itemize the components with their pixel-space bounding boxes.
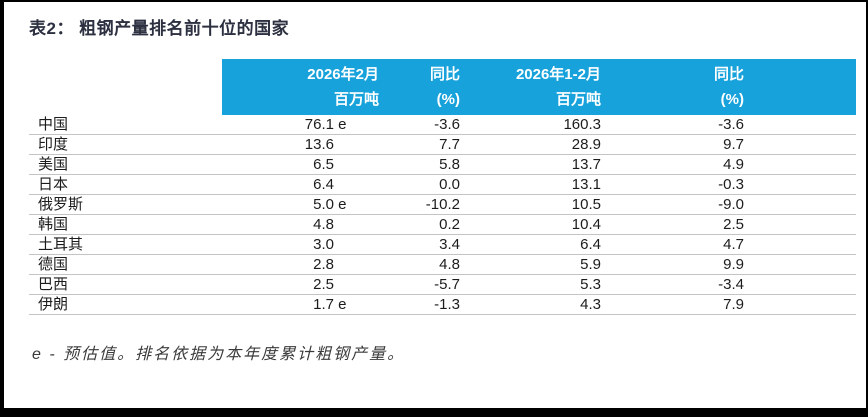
value-cell: 13.6 xyxy=(222,134,402,155)
footnote: e - 预估值。排名依据为本年度累计粗钢产量。 xyxy=(32,346,406,363)
header-country-spacer xyxy=(29,59,222,115)
value: 6.4 xyxy=(313,176,334,193)
table-row: 德国 2.8 4.8 5.9 9.9 xyxy=(29,254,856,275)
header-line2: 百万吨 xyxy=(333,91,379,108)
country-name-cell: 美国 xyxy=(29,154,222,175)
value-cell: 6.5 xyxy=(222,154,402,175)
country-name-cell: 韩国 xyxy=(29,214,222,235)
country-name-cell: 中国 xyxy=(29,115,222,135)
value-cell: 7.7 xyxy=(402,134,512,155)
value: 2.8 xyxy=(313,256,334,273)
header-line2: (%) xyxy=(720,91,744,108)
country-name-cell: 伊朗 xyxy=(29,294,222,315)
table-row: 印度 13.6 7.7 28.9 9.7 xyxy=(29,134,856,155)
header-line2: 百万吨 xyxy=(555,91,601,108)
value-cell: 4.9 xyxy=(672,154,856,175)
header-line2: (%) xyxy=(436,91,460,108)
country-name-cell: 日本 xyxy=(29,174,222,195)
header-line1: 同比 xyxy=(713,66,744,83)
value-cell: -3.6 xyxy=(672,115,856,135)
value-cell: 1.7 e xyxy=(222,294,402,315)
value-cell: -10.2 xyxy=(402,194,512,215)
value-cell: 2.8 xyxy=(222,254,402,275)
value-cell: 6.4 xyxy=(512,234,672,255)
value-cell: 2.5 xyxy=(222,274,402,295)
table-row: 韩国 4.8 0.2 10.4 2.5 xyxy=(29,214,856,235)
header-janfeb-mt: 2026年1-2月 百万吨 xyxy=(512,59,672,115)
country-name-cell: 巴西 xyxy=(29,274,222,295)
country-name-cell: 土耳其 xyxy=(29,234,222,255)
value-cell: -1.3 xyxy=(402,294,512,315)
value: 76.1 xyxy=(304,116,334,133)
value-cell: 3.0 xyxy=(222,234,402,255)
value-cell: 76.1 e xyxy=(222,115,402,135)
table-row: 巴西 2.5 -5.7 5.3 -3.4 xyxy=(29,274,856,295)
table-row: 美国 6.5 5.8 13.7 4.9 xyxy=(29,154,856,175)
value: 1.7 xyxy=(313,296,334,313)
table-row: 伊朗 1.7 e -1.3 4.3 7.9 xyxy=(29,294,856,315)
country-name-cell: 德国 xyxy=(29,254,222,275)
value-cell: -3.6 xyxy=(402,115,512,135)
value-cell: -0.3 xyxy=(672,174,856,195)
value-cell: 4.8 xyxy=(222,214,402,235)
header-yoy-feb: 同比 (%) xyxy=(402,59,512,115)
table-row: 中国 76.1 e -3.6 160.3 -3.6 xyxy=(29,115,856,135)
value-cell: 5.3 xyxy=(512,274,672,295)
value-cell: 4.8 xyxy=(402,254,512,275)
table-body: 中国 76.1 e -3.6 160.3 -3.6 印度 13.6 7.7 28… xyxy=(29,115,856,315)
value: 2.5 xyxy=(313,276,334,293)
table-row: 俄罗斯 5.0 e -10.2 10.5 -9.0 xyxy=(29,194,856,215)
value-cell: 7.9 xyxy=(672,294,856,315)
header-line1: 2026年2月 xyxy=(307,66,379,83)
table-row: 日本 6.4 0.0 13.1 -0.3 xyxy=(29,174,856,195)
value-cell: 6.4 xyxy=(222,174,402,195)
value-cell: 5.0 e xyxy=(222,194,402,215)
value-cell: 28.9 xyxy=(512,134,672,155)
value-cell: 13.7 xyxy=(512,154,672,175)
value-cell: 5.8 xyxy=(402,154,512,175)
value-cell: 4.7 xyxy=(672,234,856,255)
value: 4.8 xyxy=(313,216,334,233)
value-cell: 160.3 xyxy=(512,115,672,135)
header-feb-mt: 2026年2月 百万吨 xyxy=(222,59,402,115)
value-cell: 2.5 xyxy=(672,214,856,235)
value-cell: 9.9 xyxy=(672,254,856,275)
header-yoy-janfeb: 同比 (%) xyxy=(672,59,856,115)
value: 3.0 xyxy=(313,236,334,253)
value-cell: 9.7 xyxy=(672,134,856,155)
value-cell: 0.0 xyxy=(402,174,512,195)
value-cell: 5.9 xyxy=(512,254,672,275)
table-row: 土耳其 3.0 3.4 6.4 4.7 xyxy=(29,234,856,255)
crude-steel-production-table: 2026年2月 百万吨 同比 (%) 2026年1-2月 百万吨 同比 (%) xyxy=(29,59,856,315)
value: 5.0 xyxy=(313,196,334,213)
value-cell: 0.2 xyxy=(402,214,512,235)
value-cell: 4.3 xyxy=(512,294,672,315)
header-line1: 2026年1-2月 xyxy=(515,66,601,83)
value-cell: -9.0 xyxy=(672,194,856,215)
value-cell: -3.4 xyxy=(672,274,856,295)
table-header: 2026年2月 百万吨 同比 (%) 2026年1-2月 百万吨 同比 (%) xyxy=(29,59,856,115)
table-title: 表2： 粗钢产量排名前十位的国家 xyxy=(29,19,290,38)
header-line1: 同比 xyxy=(429,66,460,83)
value-cell: 13.1 xyxy=(512,174,672,195)
country-name-cell: 印度 xyxy=(29,134,222,155)
header-row: 2026年2月 百万吨 同比 (%) 2026年1-2月 百万吨 同比 (%) xyxy=(29,59,856,115)
value-cell: -5.7 xyxy=(402,274,512,295)
value-cell: 10.5 xyxy=(512,194,672,215)
country-name-cell: 俄罗斯 xyxy=(29,194,222,215)
value-cell: 3.4 xyxy=(402,234,512,255)
value: 13.6 xyxy=(304,136,334,153)
value-cell: 10.4 xyxy=(512,214,672,235)
value: 6.5 xyxy=(313,156,334,173)
